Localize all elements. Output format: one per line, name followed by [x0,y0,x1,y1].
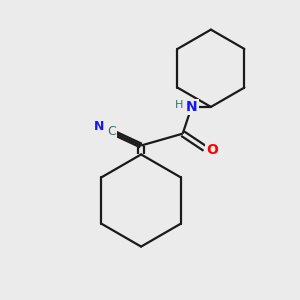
Text: C: C [107,124,116,138]
Text: O: O [206,143,218,157]
Text: N: N [186,100,197,114]
Text: N: N [94,120,104,133]
Text: H: H [175,100,183,110]
